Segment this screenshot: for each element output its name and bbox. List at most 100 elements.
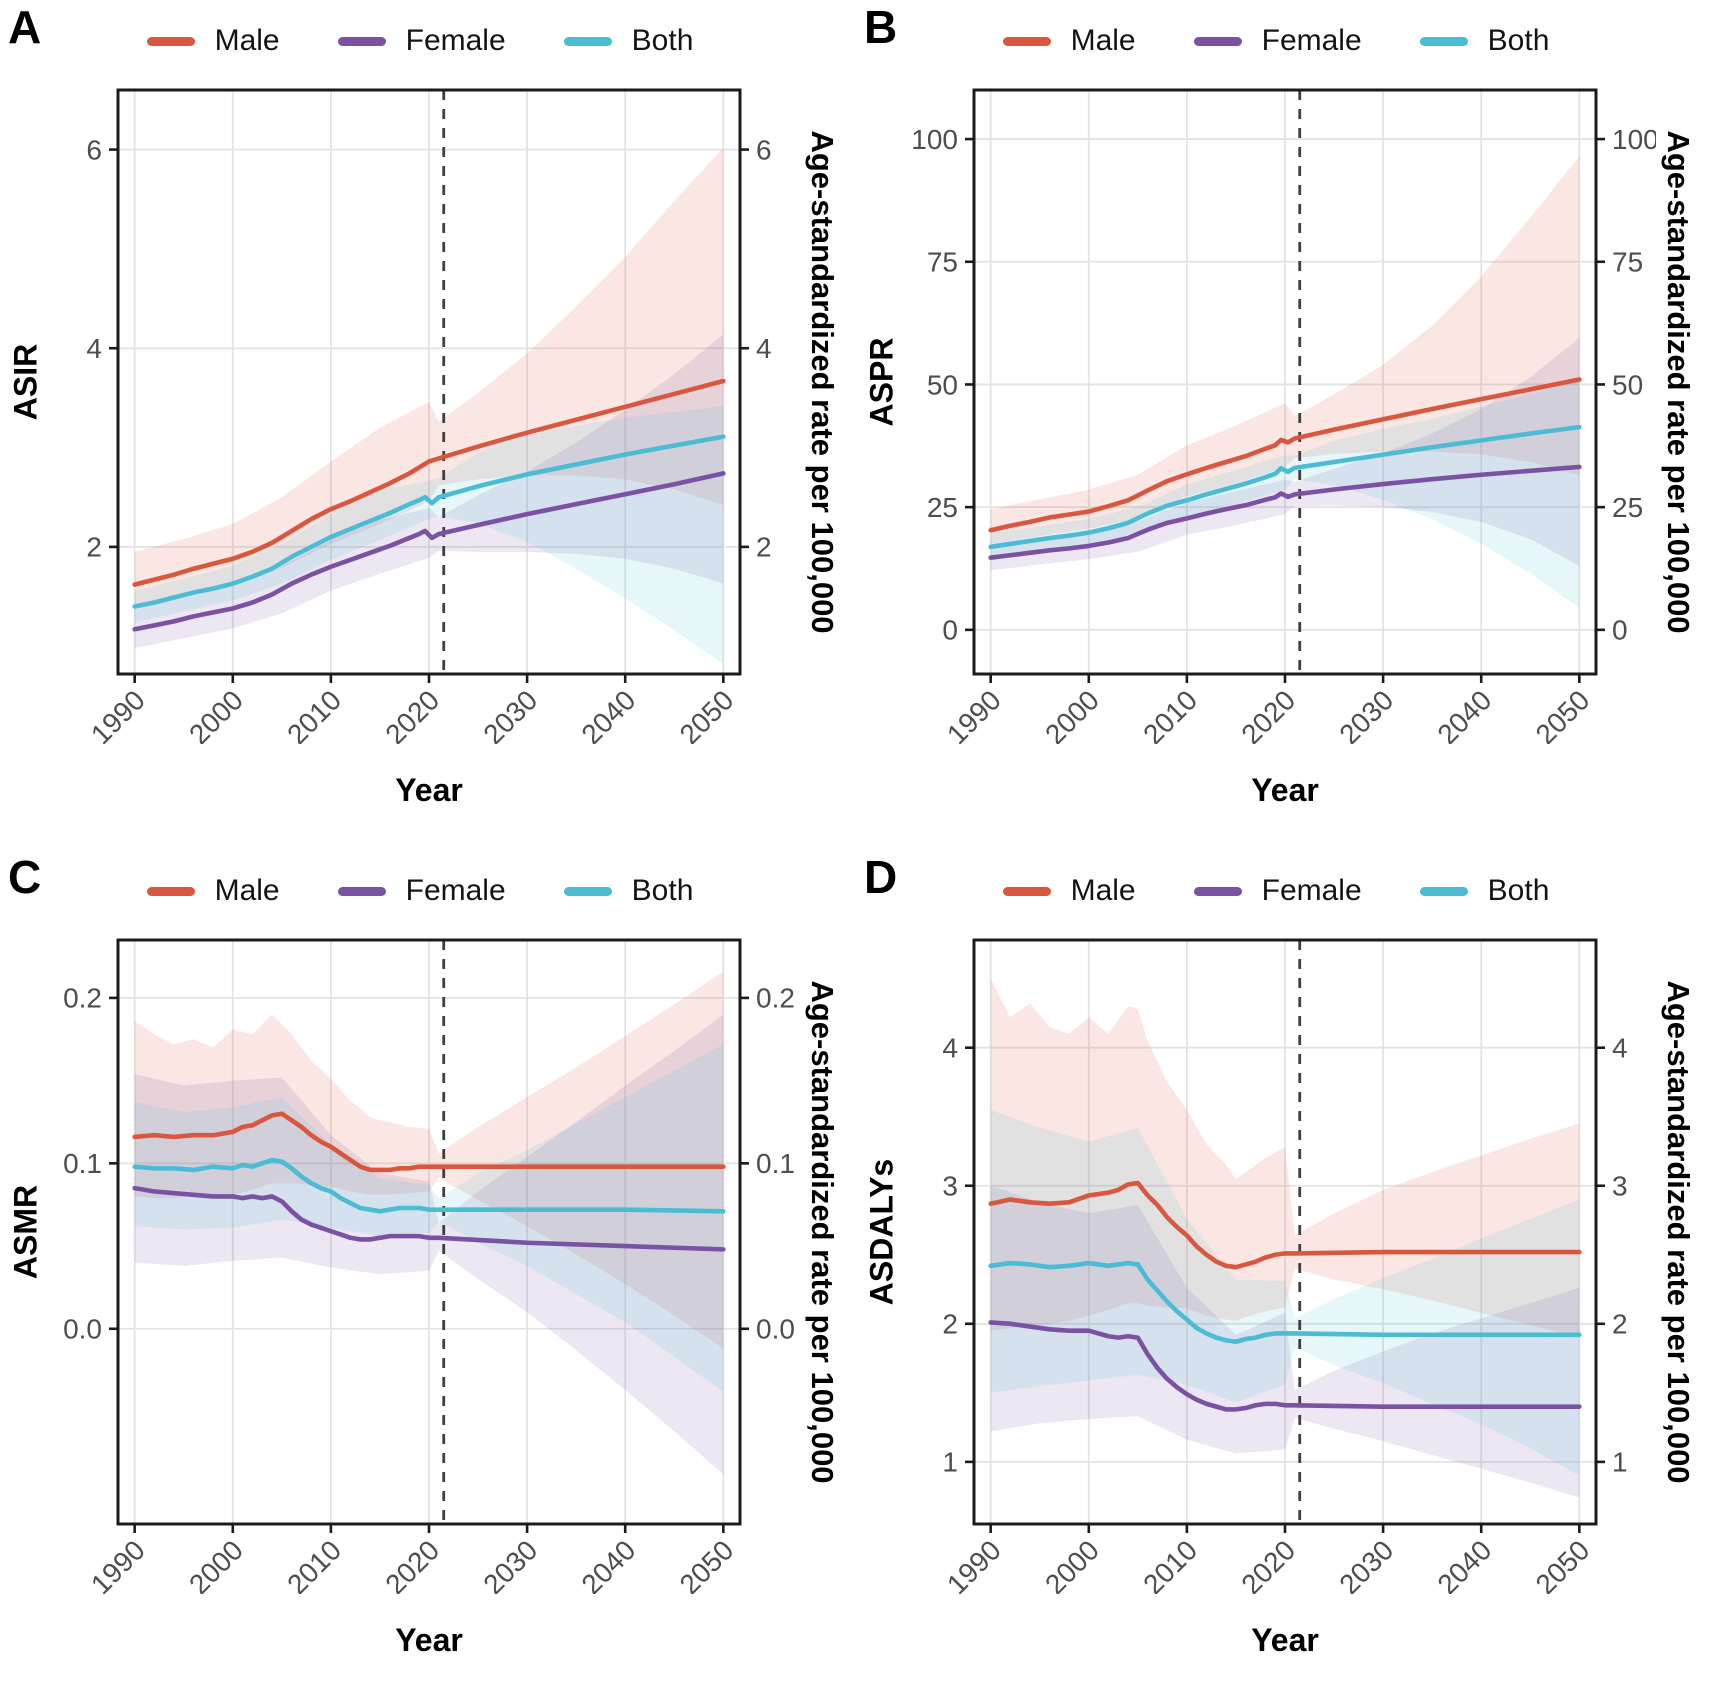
- legend-label-both: Both: [1487, 874, 1550, 907]
- trend-line-male: [988, 377, 1582, 533]
- ci-band-male: [134, 147, 724, 605]
- trend-line-male: [132, 1111, 726, 1173]
- both-line-swatch: [563, 36, 612, 46]
- female-line-swatch: [1193, 36, 1242, 46]
- x-tick-label: 2020: [379, 1534, 445, 1594]
- aspr-plot-area: 0 0 25 25 50 50 75 75 100 100 1990 2000 2010 2020 2030…: [896, 84, 1659, 750]
- y2-tick-label: 0.0: [756, 1314, 795, 1345]
- legend-label-both: Both: [631, 24, 694, 57]
- y-tick-label: 2: [86, 532, 102, 563]
- trend-line-both: [988, 1260, 1582, 1345]
- legend-label-female: Female: [1261, 874, 1362, 907]
- y-tick-label: 0: [942, 615, 958, 646]
- x-tick-label: 1990: [941, 1534, 1007, 1594]
- x-axis-title: Year: [395, 1622, 463, 1658]
- y2-tick-label: 2: [756, 532, 772, 563]
- trend-line-both: [132, 1157, 726, 1214]
- ci-band-male: [134, 971, 724, 1349]
- axis-ticks: [965, 1046, 1605, 1533]
- y-axis-title-asir: ASIR: [7, 343, 44, 421]
- gridlines: [118, 90, 740, 674]
- x-axis-title: Year: [395, 772, 463, 808]
- x-tick-label: 2010: [1137, 1534, 1203, 1594]
- x-tick-label: 2040: [1431, 1534, 1497, 1594]
- legend-label-male: Male: [1070, 24, 1136, 57]
- x-tick-label: 2010: [281, 1534, 347, 1594]
- legend-label-both: Both: [631, 874, 694, 907]
- both-line-swatch: [563, 886, 612, 896]
- x-tick-label: 2050: [1530, 1534, 1596, 1594]
- y2-tick-label: 100: [1612, 124, 1656, 155]
- legend-item-female: Female: [1193, 874, 1362, 908]
- female-line-swatch: [337, 36, 386, 46]
- asdalys-plot-area: 1 1 2 2 3 3 4 4 1990 2000 2010 2020 2030 2040 2050: [896, 934, 1656, 1600]
- x-tick-label: 2000: [183, 684, 249, 744]
- legend-b: Male Female Both: [896, 24, 1656, 58]
- legend-item-male: Male: [146, 874, 280, 908]
- x-tick-label: 2010: [281, 684, 347, 744]
- x-tick-label: 2050: [674, 684, 740, 744]
- y-tick-label: 6: [86, 134, 102, 165]
- legend-label-male: Male: [1070, 874, 1136, 907]
- y2-tick-label: 6: [756, 134, 772, 165]
- x-tick-label: 1990: [941, 684, 1007, 744]
- trend-line-female: [988, 464, 1582, 560]
- trend-line-both: [132, 434, 726, 609]
- panel-label-d: D: [864, 851, 898, 903]
- legend-item-both: Both: [563, 874, 694, 908]
- y-tick-label: 1: [942, 1447, 958, 1478]
- legend-d: Male Female Both: [896, 874, 1656, 908]
- asdalys-chart: 1 1 2 2 3 3 4 4 1990 2000 2010 2020 2030 2040 2050: [941, 938, 1628, 1600]
- aspr-chart: 0 0 25 25 50 50 75 75 100 100 1990 2000 2010 2020 2030…: [911, 88, 1659, 750]
- gridlines: [974, 90, 1596, 674]
- gridlines: [974, 940, 1596, 1524]
- x-tick-label: 2000: [1039, 1534, 1105, 1594]
- male-line-swatch: [1002, 886, 1051, 896]
- panel-label-a: A: [8, 1, 42, 53]
- gridlines: [118, 940, 740, 1524]
- y2-tick-label: 50: [1612, 369, 1643, 400]
- x-tick-label: 2000: [183, 1534, 249, 1594]
- legend-item-male: Male: [1002, 874, 1136, 908]
- legend-label-female: Female: [1261, 24, 1362, 57]
- ci-band-female: [990, 337, 1580, 571]
- male-line-swatch: [1002, 36, 1051, 46]
- female-line-swatch: [1193, 886, 1242, 896]
- y2-tick-label: 75: [1612, 247, 1643, 278]
- y-tick-label: 3: [942, 1171, 958, 1202]
- x-axis-title: Year: [1251, 1622, 1319, 1658]
- legend-c: Male Female Both: [40, 874, 800, 908]
- panel-label-c: C: [8, 851, 42, 903]
- legend-item-female: Female: [1193, 24, 1362, 58]
- y2-tick-label: 3: [1612, 1171, 1628, 1202]
- panel-a: A Male Female Both ASIR 2 2 4 4 6 6 1990 2000 20…: [0, 0, 856, 850]
- y2-tick-label: 1: [1612, 1447, 1628, 1478]
- y-tick-label: 100: [911, 124, 958, 155]
- both-line-swatch: [1419, 36, 1468, 46]
- legend-item-male: Male: [1002, 24, 1136, 58]
- y2-tick-label: 2: [1612, 1309, 1628, 1340]
- y2-tick-label: 25: [1612, 492, 1643, 523]
- ci-band-female: [134, 1014, 724, 1475]
- panel-c: C Male Female Both ASMR 0.0 0.0 0.1 0.1 0.2 0…: [0, 850, 856, 1701]
- x-tick-label: 2020: [379, 684, 445, 744]
- trend-line-male: [132, 378, 726, 587]
- y-axis-title-asdalys: ASDALYs: [863, 1158, 900, 1306]
- legend-item-male: Male: [146, 24, 280, 58]
- y-tick-label: 0.1: [63, 1148, 102, 1179]
- asmr-chart: 0.0 0.0 0.1 0.1 0.2 0.2 1990 2000 2010 2020 2030 20…: [63, 938, 795, 1600]
- ci-band-both: [134, 1044, 724, 1392]
- plot-content: [132, 90, 726, 674]
- trend-line-both: [988, 424, 1582, 550]
- male-line-swatch: [146, 36, 195, 46]
- trend-line-female: [132, 471, 726, 632]
- x-tick-label: 2030: [1333, 684, 1399, 744]
- y-tick-label: 0.0: [63, 1314, 102, 1345]
- x-tick-label: 2040: [1431, 684, 1497, 744]
- trend-line-female: [132, 1185, 726, 1252]
- y-axis-title-aspr: ASPR: [863, 337, 900, 427]
- legend-a: Male Female Both: [40, 24, 800, 58]
- y-tick-label: 75: [927, 247, 958, 278]
- x-tick-label: 2050: [674, 1534, 740, 1594]
